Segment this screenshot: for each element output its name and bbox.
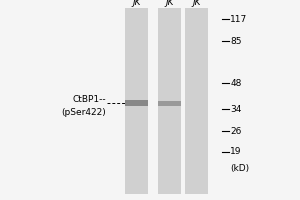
Text: JK: JK <box>192 0 201 7</box>
Text: (pSer422): (pSer422) <box>62 108 106 117</box>
Bar <box>125 100 148 106</box>
Text: 19: 19 <box>230 148 242 156</box>
Bar <box>185 8 208 194</box>
Text: 48: 48 <box>230 78 242 88</box>
Text: 26: 26 <box>230 127 242 136</box>
Text: 34: 34 <box>230 105 242 114</box>
Text: JK: JK <box>132 0 141 7</box>
Bar <box>125 8 148 194</box>
Text: 85: 85 <box>230 36 242 46</box>
Text: (kD): (kD) <box>230 164 250 173</box>
Bar <box>158 100 181 106</box>
Text: CtBP1--: CtBP1-- <box>73 95 106 104</box>
Text: JK: JK <box>165 0 174 7</box>
Text: 117: 117 <box>230 15 248 23</box>
Bar <box>158 8 181 194</box>
